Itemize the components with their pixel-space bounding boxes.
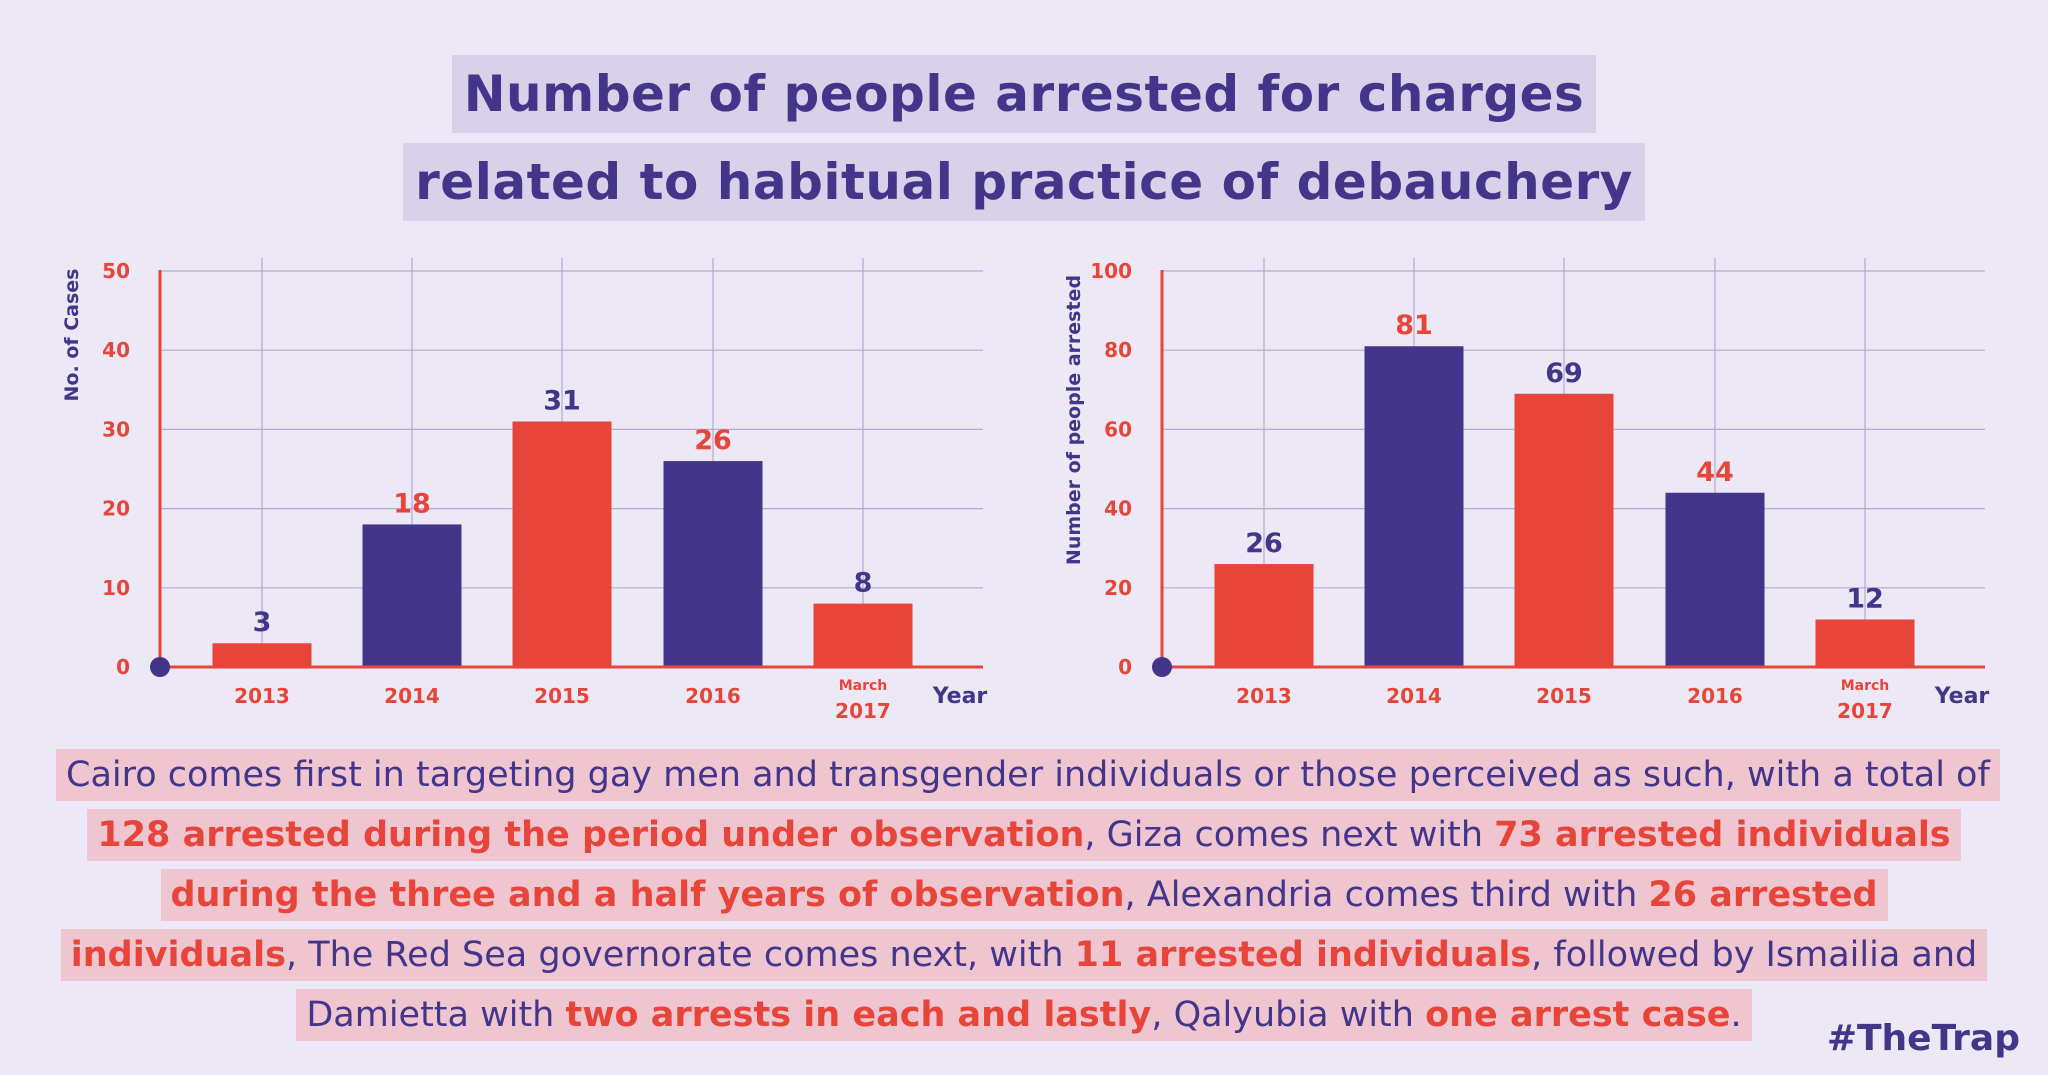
people-bar-2016 bbox=[1665, 492, 1765, 667]
desc-text-6: , Qalyubia with bbox=[1151, 995, 1426, 1035]
cases-value-label-2017: 8 bbox=[854, 568, 873, 599]
people-origin-dot bbox=[1152, 657, 1172, 677]
cases-ytick-label-4: 40 bbox=[102, 338, 130, 362]
title-line-2: related to habitual practice of debauche… bbox=[403, 143, 1645, 221]
description-paragraph: Cairo comes first in targeting gay men a… bbox=[56, 745, 2000, 1045]
cases-origin-dot bbox=[150, 657, 170, 677]
people-value-label-2013: 26 bbox=[1245, 528, 1283, 559]
people-value-label-2016: 44 bbox=[1696, 457, 1734, 488]
people-value-label-2015: 69 bbox=[1545, 358, 1583, 389]
desc-highlight-6: one arrest case bbox=[1425, 995, 1731, 1035]
cases-x-axis-title: Year bbox=[932, 684, 988, 709]
desc-text-2: , Giza comes next with bbox=[1084, 815, 1495, 855]
people-category-label-0: 2013 bbox=[1236, 684, 1292, 708]
desc-text-4: , The Red Sea governorate comes next, wi… bbox=[285, 935, 1075, 975]
people-ytick-label-5: 100 bbox=[1090, 259, 1132, 283]
people-ytick-label-1: 20 bbox=[1104, 576, 1132, 600]
cases-bar-2016 bbox=[663, 461, 763, 667]
cases-category-prefix-4: March bbox=[839, 678, 888, 694]
hashtag: #TheTrap bbox=[1826, 1018, 2020, 1059]
people-y-axis-title: Number of people arrested bbox=[1063, 275, 1085, 565]
cases-ytick-label-3: 30 bbox=[102, 417, 130, 441]
people-category-label-3: 2016 bbox=[1687, 684, 1743, 708]
desc-highlight-1: 128 arrested during the period under obs… bbox=[97, 815, 1085, 855]
description-text: Cairo comes first in targeting gay men a… bbox=[56, 749, 2000, 1041]
people-category-label-4: 2017 bbox=[1837, 699, 1893, 723]
cases-category-label-4: 2017 bbox=[835, 699, 891, 723]
cases-category-label-0: 2013 bbox=[234, 684, 290, 708]
chart-title: Number of people arrested for charges re… bbox=[0, 55, 2048, 221]
cases-bar-2017 bbox=[813, 603, 913, 667]
cases-ytick-label-2: 20 bbox=[102, 497, 130, 521]
people-arrested-bar-chart: 0 20 40 60 80 100 26 2013 81 2014 69 2015 44 2016 12 Ma… bbox=[1063, 258, 1990, 723]
title-line-1: Number of people arrested for charges bbox=[451, 55, 1597, 133]
people-ytick-label-3: 60 bbox=[1104, 417, 1132, 441]
people-ytick-label-4: 80 bbox=[1104, 338, 1132, 362]
people-category-label-1: 2014 bbox=[1386, 684, 1442, 708]
desc-highlight-3: 26 arrested individuals bbox=[70, 875, 1878, 975]
desc-text-5: , followed by Ismailia and Damietta with bbox=[306, 935, 1978, 1035]
people-value-label-2014: 81 bbox=[1395, 310, 1433, 341]
desc-text-7: . bbox=[1730, 995, 1742, 1035]
people-category-prefix-4: March bbox=[1841, 678, 1890, 694]
cases-value-label-2015: 31 bbox=[543, 385, 581, 416]
people-value-label-2017: 12 bbox=[1846, 583, 1884, 614]
cases-ytick-label-0: 0 bbox=[116, 655, 130, 679]
people-bar-2013 bbox=[1214, 564, 1314, 667]
desc-highlight-2: 73 arrested individuals during the three… bbox=[170, 815, 1951, 915]
people-ytick-label-2: 40 bbox=[1104, 497, 1132, 521]
cases-y-axis-title: No. of Cases bbox=[61, 269, 83, 402]
cases-ytick-label-1: 10 bbox=[102, 576, 130, 600]
cases-bar-2014 bbox=[362, 524, 462, 667]
people-x-axis-title: Year bbox=[1934, 684, 1990, 709]
cases-bar-2015 bbox=[512, 421, 612, 667]
cases-ytick-label-5: 50 bbox=[102, 259, 130, 283]
cases-category-label-2: 2015 bbox=[534, 684, 590, 708]
people-ytick-label-0: 0 bbox=[1118, 655, 1132, 679]
people-bar-2015 bbox=[1514, 393, 1614, 667]
people-category-label-2: 2015 bbox=[1536, 684, 1592, 708]
cases-category-label-1: 2014 bbox=[384, 684, 440, 708]
cases-bar-2013 bbox=[212, 643, 312, 667]
cases-value-label-2013: 3 bbox=[253, 607, 272, 638]
desc-text-1: Cairo comes first in targeting gay men a… bbox=[66, 755, 1990, 795]
cases-bar-chart: 0 10 20 30 40 50 3 2013 18 2014 31 2015 26 2016 8 March… bbox=[61, 258, 988, 723]
people-bar-2014 bbox=[1364, 346, 1464, 667]
desc-highlight-4: 11 arrested individuals bbox=[1074, 935, 1532, 975]
cases-value-label-2014: 18 bbox=[393, 488, 431, 519]
desc-text-3: , Alexandria comes third with bbox=[1124, 875, 1649, 915]
people-bar-2017 bbox=[1815, 619, 1915, 667]
desc-highlight-5: two arrests in each and lastly bbox=[565, 995, 1152, 1035]
cases-value-label-2016: 26 bbox=[694, 425, 732, 456]
cases-category-label-3: 2016 bbox=[685, 684, 741, 708]
